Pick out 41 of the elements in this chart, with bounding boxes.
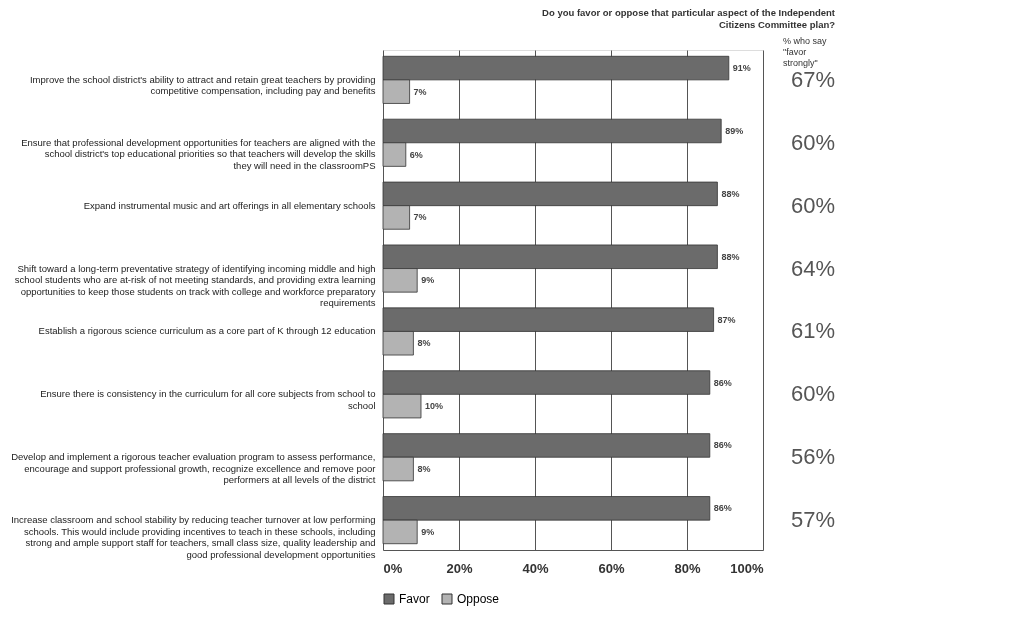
chart-title: Do you favor or oppose that particular aspect of the Independent Citizens Committee plan?	[542, 7, 836, 30]
data-label: 88%	[721, 188, 740, 199]
data-label: 86%	[713, 377, 732, 388]
legend-label: Favor	[399, 592, 430, 606]
data-label: 9%	[421, 275, 435, 286]
data-label: 6%	[409, 149, 423, 160]
data-label: 86%	[713, 440, 732, 451]
data-label: 9%	[421, 526, 435, 537]
y-tick-label: Ensure that professional development opportunities for teachers are aligned with the school district's top educational priorities so that teachers will develop the skills they will need in the classroomPS	[21, 136, 376, 171]
data-label: 10%	[425, 401, 444, 412]
y-tick-label: Expand instrumental music and art offerings in all elementary schools	[83, 199, 376, 211]
text: 64%	[791, 255, 836, 281]
y-tick-label: Establish a rigorous science curriculum as a core part of K through 12 education	[38, 325, 376, 337]
y-tick-label: Improve the school district's ability to attract and retain great teachers by providing competitive compensation, including pay and benefits	[29, 73, 376, 97]
data-label: 8%	[417, 338, 431, 349]
legend-label: Oppose	[457, 592, 500, 606]
y-tick-label: Develop and implement a rigorous teacher evaluation program to assess performance, encourage and support professional growth, recognize excellence and remove poor performers at all levels of the district	[11, 451, 376, 486]
x-tick-label: 20%	[446, 560, 473, 576]
text: 61%	[791, 318, 836, 344]
x-tick-label: 80%	[674, 560, 701, 576]
text: 60%	[791, 129, 836, 155]
text: 60%	[791, 192, 836, 218]
data-label: 91%	[732, 63, 751, 74]
data-label: 89%	[725, 125, 744, 136]
data-label: 7%	[413, 86, 427, 97]
x-tick-label: 100%	[730, 560, 764, 576]
y-tick-label: Ensure there is consistency in the curriculum for all core subjects from school to school	[40, 388, 376, 411]
text: 57%	[791, 507, 836, 533]
text: 56%	[791, 444, 836, 470]
data-label: 88%	[721, 251, 740, 262]
y-tick-label: Shift toward a long-term preventative strategy of identifying incoming middle and high school students who are at-risk of not meeting standards, and providing extra learning opportunities to keep those students on track with college and workforce preparatory requirements	[14, 262, 376, 309]
x-tick-label: 60%	[598, 560, 625, 576]
y-tick-label: Increase classroom and school stability by reducing teacher turnover at low performing schools. This would include providing incentives to teach in these schools, including strong and ample support staff for teachers, small class size, quality leadership and good professional development opportunities	[11, 514, 376, 560]
data-label: 87%	[717, 314, 736, 325]
data-label: 8%	[417, 464, 431, 475]
x-tick-label: 40%	[522, 560, 549, 576]
data-label: 7%	[413, 212, 427, 223]
data-label: 86%	[713, 503, 732, 514]
text: % who say "favor strongly"	[783, 36, 828, 68]
x-tick-label: 0%	[383, 560, 403, 576]
text: 60%	[791, 381, 836, 407]
